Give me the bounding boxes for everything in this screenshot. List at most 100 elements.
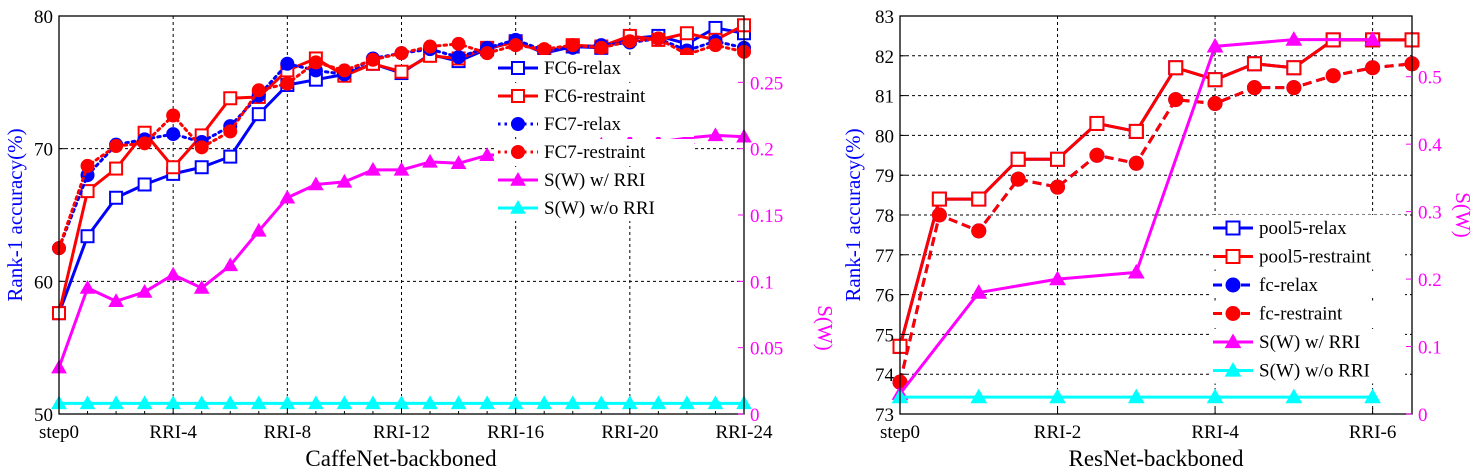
caffenet-y-tick-label: 50 [34, 405, 53, 426]
resnet-point-pool5-restraint [931, 191, 947, 207]
caffenet-y2-tick-label: 0.1 [750, 272, 774, 293]
resnet-point-fc-restraint [1168, 92, 1184, 108]
resnet-point-fc-restraint [971, 223, 987, 239]
caffenet-point-s-w-w-o-rri [336, 395, 353, 410]
caffenet-legend-label: FC6-restraint [544, 86, 646, 107]
resnet-y-tick-label: 79 [875, 166, 894, 187]
caffenet-point-fc7-relax [166, 127, 181, 142]
caffenet-point-fc7-relax [451, 50, 466, 65]
caffenet-point-s-w-w-rri [365, 161, 381, 176]
resnet-point-fc-restraint [1010, 171, 1026, 187]
caffenet-point-s-w-w-o-rri [564, 395, 581, 410]
caffenet-point-fc6-relax [80, 229, 95, 244]
caffenet-point-fc6-restraint [679, 26, 694, 41]
caffenet-series-fc7-restraint [52, 31, 751, 256]
resnet-point-s-w-w-o-rri [1206, 388, 1224, 404]
resnet-y-tick-label: 73 [875, 405, 894, 426]
resnet-point-s-w-w-rri [1049, 270, 1066, 286]
resnet-y-tick-label: 75 [875, 325, 894, 346]
caffenet-point-s-w-w-o-rri [108, 395, 124, 410]
resnet-y2-axis-label: S(W) [1451, 192, 1475, 238]
resnet-point-s-w-w-o-rri [1049, 388, 1066, 404]
resnet-y2-tick-label: 0.1 [1418, 338, 1442, 359]
caffenet-point-s-w-w-rri [308, 176, 324, 191]
caffenet-point-fc7-restraint [394, 46, 409, 61]
caffenet-point-fc7-restraint [451, 36, 466, 51]
caffenet-x-tick-label: RRI-20 [601, 422, 658, 443]
resnet-point-pool5-restraint [1010, 151, 1026, 167]
caffenet-legend-marker [511, 61, 525, 75]
caffenet-x-tick-label: RRI-12 [373, 422, 430, 443]
caffenet-legend: FC6-relax FC6-restraint FC7-relax FC7-restr… [494, 55, 694, 221]
caffenet-point-s-w-w-o-rri [222, 395, 239, 410]
caffenet-legend-marker [510, 199, 526, 214]
caffenet-point-fc7-restraint [365, 52, 380, 67]
caffenet-point-s-w-w-rri [108, 293, 124, 307]
resnet-series-s-w-w-rri [891, 31, 1381, 400]
caffenet-legend-bg [494, 139, 694, 165]
resnet-legend-entry-s-w-w-rri: S(W) w/ RRI [1209, 329, 1405, 355]
resnet-legend-entry-pool5-relax: pool5-relax [1209, 215, 1405, 241]
resnet-point-pool5-restraint [1168, 60, 1184, 76]
resnet-x-tick-label: step0 [880, 422, 920, 443]
resnet-legend: pool5-relax pool5-restraint fc-relax fc-res… [1209, 215, 1405, 384]
caffenet-legend-entry-fc7-restraint: FC7-restraint [494, 139, 694, 165]
caffenet-legend-entry-fc6-restraint: FC6-restraint [494, 83, 694, 109]
resnet-legend-label: fc-restraint [1259, 304, 1343, 325]
caffenet-point-s-w-w-o-rri [450, 395, 467, 410]
resnet-x-axis-label: ResNet-backboned [1069, 446, 1244, 471]
caffenet-y2-tick-label: 0.2 [750, 140, 774, 161]
resnet-point-fc-restraint [1128, 155, 1144, 171]
resnet-y-tick-label: 80 [875, 126, 894, 147]
caffenet-x-tick-label: RRI-8 [264, 422, 312, 443]
resnet-legend-marker [1225, 306, 1241, 321]
caffenet-y2-tick-label: 0.15 [750, 206, 783, 227]
resnet-point-pool5-restraint [1246, 56, 1262, 72]
caffenet-legend-entry-fc7-relax: FC7-relax [494, 111, 694, 137]
resnet-point-s-w-w-rri [970, 284, 988, 299]
caffenet-point-fc6-restraint [166, 160, 181, 175]
resnet-point-s-w-w-o-rri [1285, 388, 1303, 404]
resnet-point-s-w-w-o-rri [1364, 388, 1381, 404]
caffenet-y2-tick-label: 0 [750, 405, 760, 426]
caffenet-point-fc6-relax [109, 190, 124, 205]
caffenet-point-fc7-restraint [308, 55, 323, 70]
caffenet-point-s-w-w-o-rri [593, 395, 610, 410]
resnet-legend-label: fc-relax [1259, 275, 1319, 296]
resnet-point-s-w-w-o-rri [1127, 388, 1145, 404]
caffenet-point-fc6-relax [708, 20, 723, 35]
resnet-series [891, 31, 1420, 404]
caffenet-x-tick-label: step0 [39, 422, 79, 443]
resnet-legend-marker [1225, 220, 1241, 236]
resnet-legend-marker [1224, 361, 1242, 377]
caffenet-point-s-w-w-o-rri [479, 395, 495, 410]
caffenet-point-fc6-relax [194, 160, 209, 175]
caffenet-point-fc6-relax [137, 177, 152, 192]
caffenet-legend-entry-s-w-w-rri: S(W) w/ RRI [494, 167, 694, 193]
caffenet-point-fc7-restraint [622, 34, 637, 49]
resnet-point-fc-restraint [1286, 80, 1302, 96]
caffenet-point-fc7-restraint [280, 76, 295, 91]
resnet-point-pool5-restraint [1286, 60, 1302, 76]
caffenet-point-fc7-restraint [537, 42, 552, 57]
resnet-line-fc-restraint [898, 62, 1413, 383]
resnet-point-pool5-restraint [1207, 72, 1223, 88]
resnet-y-tick-label: 77 [875, 246, 894, 267]
caffenet-point-fc7-restraint [423, 39, 438, 54]
resnet-legend-marker [1225, 249, 1241, 264]
resnet-y-tick-label: 83 [875, 7, 894, 28]
resnet-x-tick-label: RRI-6 [1349, 422, 1397, 443]
resnet-point-s-w-w-rri [1206, 37, 1224, 53]
caffenet-legend-marker [511, 89, 525, 103]
caffenet-y-tick-label: 70 [34, 140, 53, 161]
caffenet-legend-entry-fc6-relax: FC6-relax [494, 55, 694, 81]
caffenet-series-s-w-w-o-rri [51, 395, 752, 410]
caffenet-point-s-w-w-o-rri [679, 395, 695, 410]
caffenet-legend-entry-s-w-w-o-rri: S(W) w/o RRI [494, 195, 694, 221]
caffenet-point-fc6-relax [251, 107, 266, 122]
caffenet-point-s-w-w-o-rri [707, 395, 724, 410]
resnet-point-fc-restraint [1325, 68, 1341, 84]
caffenet-panel: step0 RRI-4 RRI-8 RRI-12 RRI-16 RRI-20 RRI-24 5… [3, 7, 837, 471]
resnet-point-pool5-restraint [1089, 115, 1105, 131]
